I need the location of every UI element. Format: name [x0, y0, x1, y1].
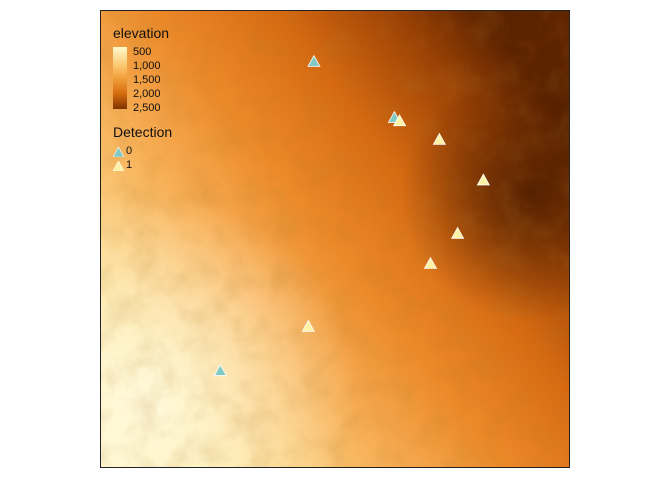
detection-0-point: [213, 363, 227, 376]
terrain-texture: [101, 11, 569, 467]
elevation-break-label: 500: [133, 46, 152, 58]
triangle-icon: [113, 161, 124, 171]
detection-0-point: [307, 54, 321, 67]
detection-legend: Detection 0 1: [113, 124, 203, 174]
elevation-break-label: 1,000: [133, 60, 161, 72]
detection-1-point: [301, 319, 315, 332]
detection-1-point: [450, 226, 465, 239]
detection-legend-label: 0: [126, 145, 133, 157]
detection-legend-label: 1: [126, 159, 133, 171]
elevation-break-label: 2,000: [133, 88, 161, 100]
map-panel: elevation 500 1,000 1,500 2,000 2,500 De…: [100, 10, 570, 468]
elevation-break-label: 1,500: [133, 74, 161, 86]
detection-legend-title: Detection: [113, 124, 173, 140]
elevation-raster: [101, 11, 569, 467]
detection-points: [213, 54, 491, 376]
detection-1-point: [423, 256, 438, 269]
detection-1-point: [476, 173, 491, 186]
elevation-break-label: 2,500: [133, 102, 161, 114]
triangle-icon: [113, 147, 124, 157]
elevation-legend-title: elevation: [113, 25, 170, 41]
detection-1-point: [432, 132, 447, 145]
elevation-legend: elevation 500 1,000 1,500 2,000 2,500: [113, 25, 203, 115]
elevation-color-bar: [113, 47, 127, 109]
detection-1-point: [392, 114, 407, 127]
